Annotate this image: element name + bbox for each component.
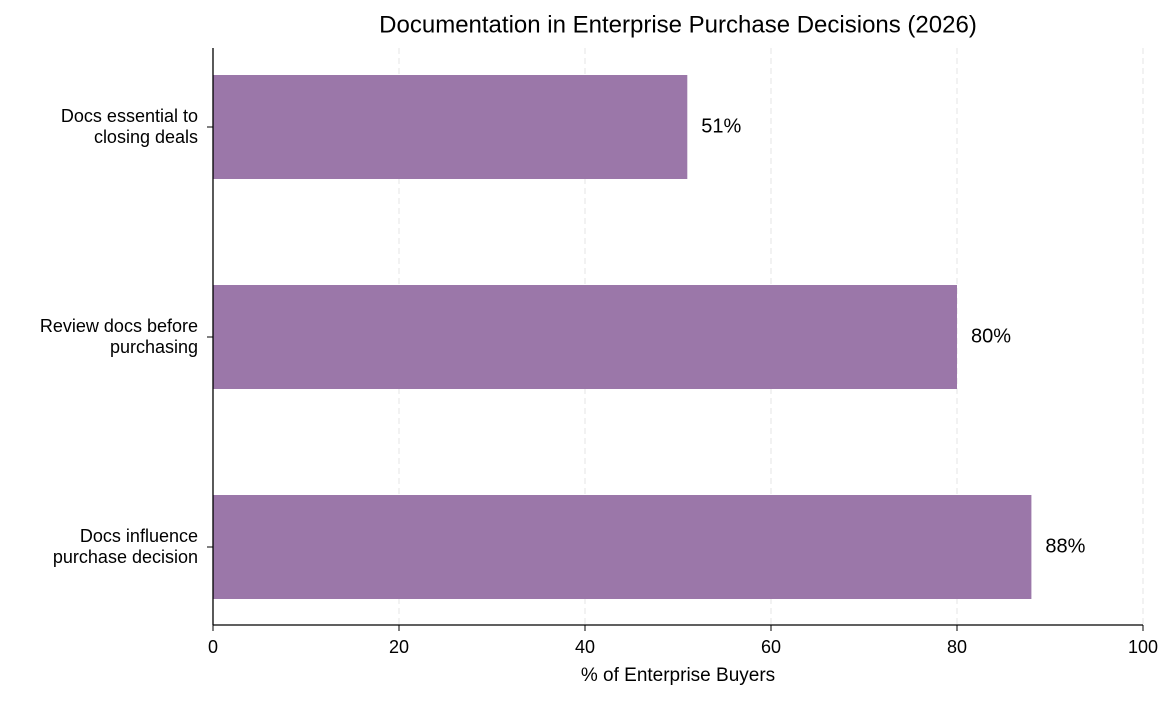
x-tick-label: 20 [389, 637, 409, 657]
x-tick-label: 40 [575, 637, 595, 657]
x-tick-label: 60 [761, 637, 781, 657]
bar [213, 495, 1032, 599]
y-tick-label: Docs essential to closing deals [60, 106, 198, 147]
x-tick-label: 80 [947, 637, 967, 657]
chart-title: Documentation in Enterprise Purchase Dec… [379, 11, 977, 38]
x-tick-label: 0 [208, 637, 218, 657]
x-axis-label: % of Enterprise Buyers [581, 665, 775, 686]
y-tick-label: Review docs before purchasing [39, 316, 198, 357]
value-label: 51% [701, 115, 741, 137]
x-tick-label: 100 [1128, 637, 1158, 657]
y-tick-label: Docs influence purchase decision [52, 526, 198, 567]
bar [213, 285, 957, 389]
bar [213, 75, 688, 179]
value-label: 88% [1045, 535, 1085, 557]
value-label: 80% [971, 325, 1011, 347]
